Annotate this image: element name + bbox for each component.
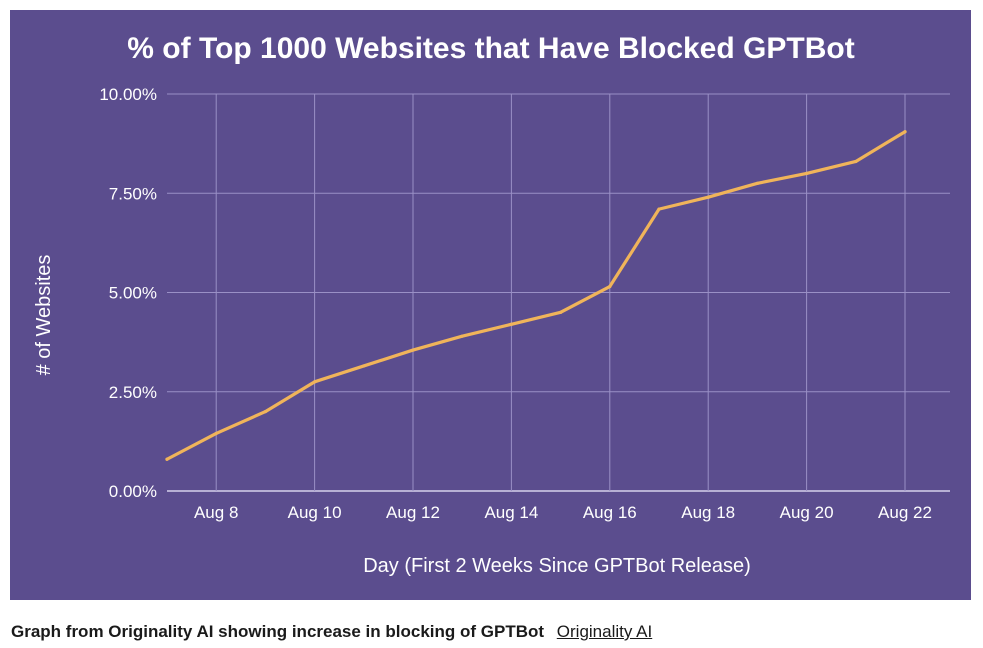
data-point (805, 171, 809, 175)
data-point (755, 181, 760, 185)
line-chart: % of Top 1000 Websites that Have Blocked… (33, 32, 950, 577)
grid-layer (167, 93, 950, 492)
y-tick-label: 10.00% (99, 85, 157, 104)
x-tick-label: Aug 16 (583, 503, 637, 522)
x-tick-label: Aug 18 (681, 503, 735, 522)
series-layer (165, 130, 907, 461)
data-point (509, 322, 513, 326)
x-tick-label: Aug 20 (780, 503, 834, 522)
y-tick-label: 7.50% (109, 184, 157, 203)
data-point (608, 284, 612, 289)
series-line (165, 130, 907, 461)
data-point (313, 380, 317, 384)
data-point (903, 130, 907, 134)
data-point (411, 348, 415, 352)
y-tick-label: 0.00% (109, 482, 157, 501)
x-tick-label: Aug 22 (878, 503, 932, 522)
data-point (214, 431, 218, 436)
data-point (854, 159, 858, 164)
figure-caption: Graph from Originality AI showing increa… (11, 622, 652, 642)
x-tick-label: Aug 12 (386, 503, 440, 522)
data-point (559, 310, 563, 314)
tick-layer: 0.00% 2.50% 5.00% 7.50% 10.00% Aug 8 Aug 10 Aug… (99, 85, 932, 522)
data-point (263, 410, 267, 414)
chart-panel: % of Top 1000 Websites that Have Blocked… (10, 10, 971, 600)
x-tick-label: Aug 10 (288, 503, 342, 522)
y-tick-label: 2.50% (109, 383, 157, 402)
x-tick-label: Aug 8 (194, 503, 238, 522)
data-point (362, 364, 366, 368)
chart-title: % of Top 1000 Websites that Have Blocked… (127, 32, 854, 65)
data-point (165, 457, 169, 461)
source-link[interactable]: Originality AI (556, 622, 653, 641)
caption-text: Graph from Originality AI showing increa… (11, 622, 545, 641)
data-point (657, 207, 661, 211)
data-point (460, 334, 464, 338)
data-point (706, 195, 710, 199)
x-tick-label: Aug 14 (484, 503, 538, 522)
y-tick-label: 5.00% (109, 284, 157, 303)
y-axis-label: # of Websites (33, 255, 55, 376)
x-axis-label: Day (First 2 Weeks Since GPTBot Release) (363, 555, 751, 577)
